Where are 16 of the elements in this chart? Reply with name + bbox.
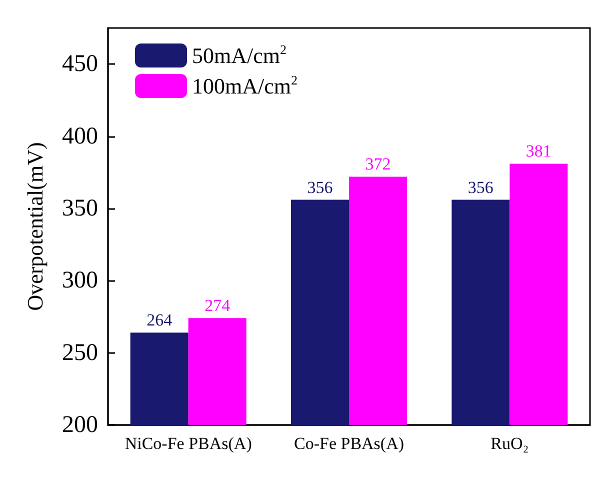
data-label: 356 [307,178,333,197]
y-axis-title: Overpotential(mV) [22,142,48,311]
data-label: 264 [146,310,173,330]
y-tick-label: 200 [62,412,98,438]
y-tick-label: 300 [62,268,98,294]
x-tick-label: NiCo-Fe PBAs(A) [124,434,252,453]
data-label: 356 [468,178,494,197]
y-tick-label: 350 [62,195,98,222]
y-tick-label: 400 [62,123,98,150]
x-tick-label: RuO₂ [490,434,529,453]
data-label: 381 [526,142,552,161]
y-tick-label: 250 [62,340,98,366]
x-tick-label: Co-Fe PBAs(A) [294,434,404,453]
data-label: 372 [365,154,391,174]
y-tick-label: 450 [62,51,98,78]
data-label: 274 [204,296,231,316]
